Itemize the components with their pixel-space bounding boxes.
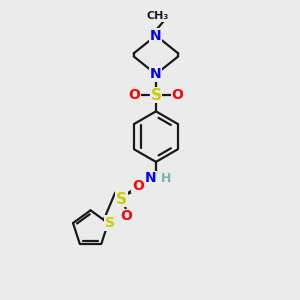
Text: O: O [171,88,183,102]
Text: S: S [116,191,127,206]
Text: N: N [145,171,156,185]
Text: S: S [150,88,161,103]
Text: N: N [150,67,162,81]
Text: S: S [105,216,115,230]
Text: O: O [132,179,144,193]
Text: CH₃: CH₃ [146,11,169,21]
Text: O: O [120,209,132,223]
Text: O: O [129,88,140,102]
Text: H: H [161,172,172,185]
Text: N: N [150,28,162,43]
